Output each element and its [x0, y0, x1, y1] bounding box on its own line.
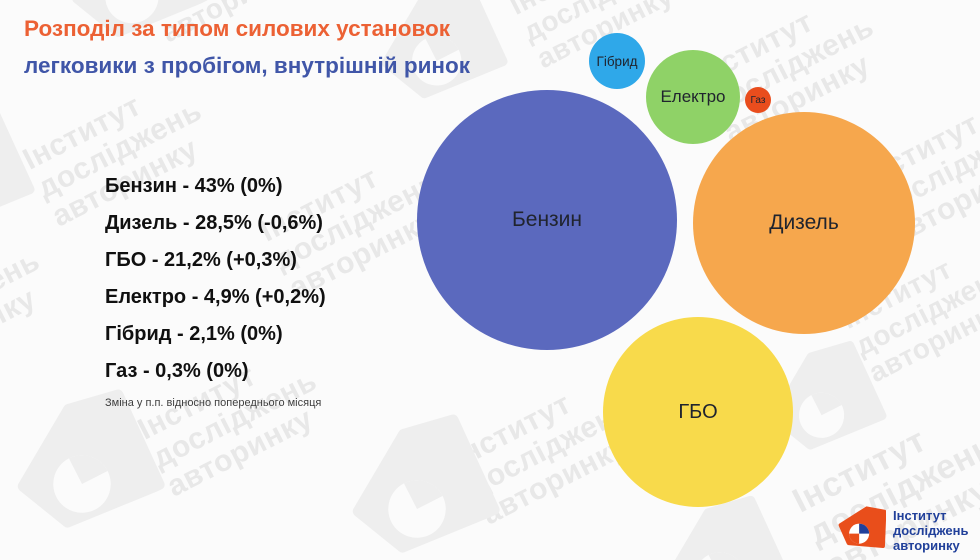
stats-note: Зміна у п.п. відносно попереднього місяц… — [105, 397, 322, 409]
page-title: Розподіл за типом силових установок — [24, 16, 451, 41]
watermark-logo-icon — [0, 375, 170, 548]
bubble-diesel: Дизель — [693, 112, 915, 334]
brand-line-2: досліджень — [893, 523, 969, 539]
bubble-gbo-label: ГБО — [678, 400, 718, 423]
brand-logo-car-icon — [838, 506, 886, 548]
stat-gas: Газ - 0,3% (0%) — [105, 360, 249, 382]
bubble-electro-label: Електро — [660, 87, 726, 106]
page-subtitle: легковики з пробігом, внутрішній ринок — [24, 53, 471, 78]
bubble-gas-label: Газ — [750, 94, 766, 106]
watermark-logo-icon — [325, 400, 506, 560]
watermark-logo-icon — [749, 330, 891, 466]
bubble-diesel-label: Дизель — [769, 211, 839, 234]
stats-list: Бензин - 43% (0%) Дизель - 28,5% (-0,6%)… — [105, 175, 326, 409]
bubble-benzyn: Бензин — [417, 90, 677, 350]
stat-diesel: Дизель - 28,5% (-0,6%) — [105, 212, 323, 234]
watermark-logo-icon — [358, 0, 513, 116]
watermark-logo-icon — [641, 484, 796, 560]
stat-gbo: ГБО - 21,2% (+0,3%) — [105, 249, 297, 271]
bubble-hybrid-label: Гібрид — [596, 53, 638, 69]
bubble-gas: Газ — [745, 87, 771, 113]
bubble-gbo: ГБО — [603, 317, 793, 507]
stat-electro: Електро - 4,9% (+0,2%) — [105, 286, 326, 308]
brand-logo: Інститут досліджень авторинку — [838, 505, 969, 554]
watermark-logo-icon — [46, 0, 214, 56]
bubble-hybrid: Гібрид — [589, 33, 645, 89]
watermark-text: Інститут досліджень авторинку — [0, 244, 46, 384]
stat-hybrid: Гібрид - 2,1% (0%) — [105, 323, 283, 345]
watermark-logo-icon — [0, 96, 39, 245]
bubble-electro: Електро — [646, 50, 740, 144]
stat-benzyn: Бензин - 43% (0%) — [105, 175, 283, 197]
bubble-benzyn-label: Бензин — [511, 208, 582, 231]
brand-line-1: Інститут — [893, 508, 947, 523]
brand-logo-text: Інститут досліджень авторинку — [893, 505, 969, 554]
brand-line-3: авторинку — [893, 538, 960, 554]
